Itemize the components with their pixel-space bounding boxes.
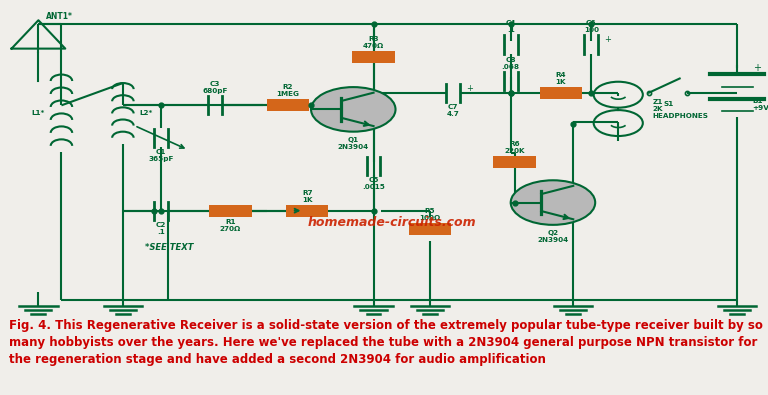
Bar: [353, 51, 395, 63]
Bar: [539, 87, 582, 99]
Text: S1: S1: [663, 101, 674, 107]
Text: Z1
2K
HEADPHONES: Z1 2K HEADPHONES: [653, 99, 709, 119]
Text: C2
.1: C2 .1: [156, 222, 167, 235]
Text: +: +: [604, 36, 611, 45]
Text: C8
.068: C8 .068: [502, 57, 520, 70]
Bar: [493, 156, 535, 168]
Bar: [209, 205, 251, 217]
Circle shape: [511, 180, 595, 225]
Circle shape: [311, 87, 396, 132]
Text: +: +: [466, 84, 473, 92]
Text: C5
.0015: C5 .0015: [362, 177, 385, 190]
Text: homemade-circuits.com: homemade-circuits.com: [307, 216, 476, 229]
Text: C6
100: C6 100: [584, 21, 599, 34]
Text: C3
680pF: C3 680pF: [202, 81, 228, 94]
Bar: [267, 99, 309, 111]
Text: Q2
2N3904: Q2 2N3904: [538, 230, 568, 243]
Text: R1
270Ω: R1 270Ω: [220, 219, 241, 232]
Text: R7
1K: R7 1K: [302, 190, 313, 203]
Text: ANT1*: ANT1*: [46, 12, 73, 21]
Text: C1
365pF: C1 365pF: [148, 149, 174, 162]
Text: B1
+9V: B1 +9V: [753, 98, 768, 111]
Text: C7
4.7: C7 4.7: [447, 104, 459, 117]
Bar: [286, 205, 329, 217]
Text: Q1
2N3904: Q1 2N3904: [338, 137, 369, 150]
Text: L1*: L1*: [31, 111, 45, 117]
Text: +: +: [753, 63, 760, 73]
Bar: [409, 223, 451, 235]
Text: *SEE TEXT: *SEE TEXT: [144, 243, 194, 252]
Text: R2
1MEG: R2 1MEG: [276, 84, 300, 97]
Text: L2*: L2*: [140, 111, 153, 117]
Text: Fig. 4. This Regenerative Receiver is a solid-state version of the extremely pop: Fig. 4. This Regenerative Receiver is a …: [9, 319, 763, 366]
Text: C4
.1: C4 .1: [505, 21, 516, 34]
Text: R6
220K: R6 220K: [505, 141, 525, 154]
Text: R5
100Ω: R5 100Ω: [419, 208, 441, 221]
Text: R3
470Ω: R3 470Ω: [363, 36, 384, 49]
Text: R4
1K: R4 1K: [555, 71, 566, 85]
